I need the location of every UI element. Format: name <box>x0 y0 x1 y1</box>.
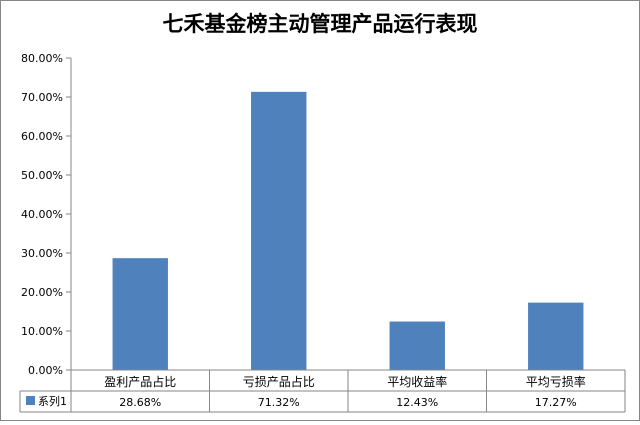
y-tick-label: 20.00% <box>21 286 63 299</box>
y-tick-label: 60.00% <box>21 130 63 143</box>
category-label: 亏损产品占比 <box>243 374 315 389</box>
y-tick-label: 0.00% <box>28 364 63 377</box>
y-tick-label: 70.00% <box>21 91 63 104</box>
bar <box>112 258 168 370</box>
category-label: 平均收益率 <box>387 374 447 389</box>
y-tick-label: 50.00% <box>21 169 63 182</box>
data-label: 12.43% <box>396 396 438 409</box>
legend-key <box>26 396 35 405</box>
data-label: 71.32% <box>258 396 300 409</box>
bar <box>251 91 307 371</box>
bar <box>389 321 445 370</box>
data-label: 17.27% <box>535 396 577 409</box>
bars <box>112 91 584 371</box>
y-tick-label: 80.00% <box>21 52 63 65</box>
y-axis: 0.00% 10.00% 20.00% 30.00% 40.00% 50.00% 60.00… <box>21 52 72 377</box>
chart-title: 七禾基金榜主动管理产品运行表现 <box>163 12 478 36</box>
y-tick-label: 30.00% <box>21 247 63 260</box>
data-label: 28.68% <box>119 396 161 409</box>
bar <box>528 302 584 370</box>
legend-series-name: 系列1 <box>38 394 67 408</box>
y-tick-label: 40.00% <box>21 208 63 221</box>
category-label: 平均亏损率 <box>526 374 586 389</box>
category-label: 盈利产品占比 <box>104 374 176 389</box>
y-tick-label: 10.00% <box>21 325 63 338</box>
